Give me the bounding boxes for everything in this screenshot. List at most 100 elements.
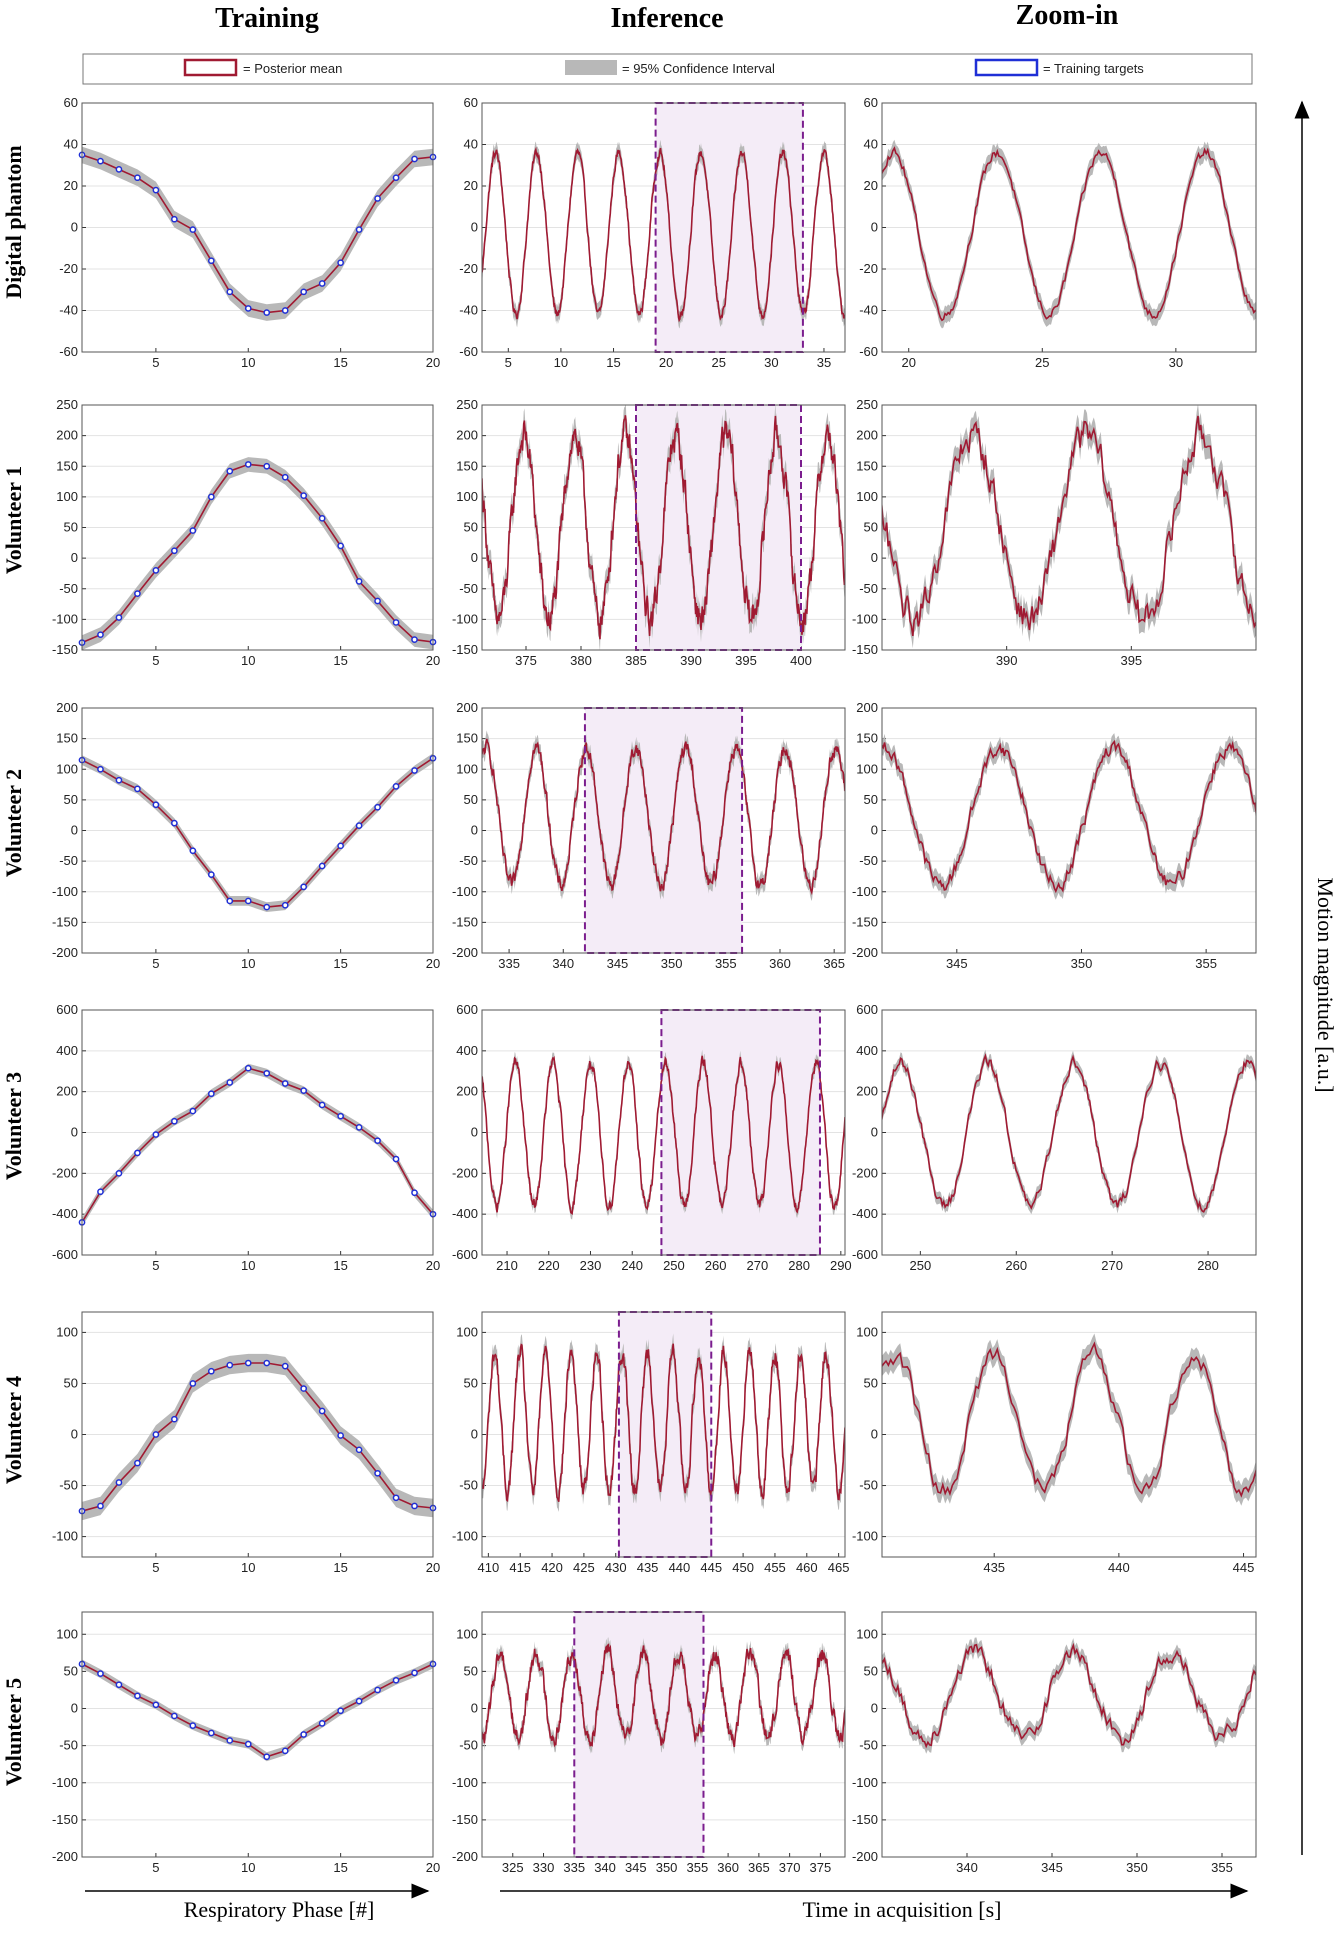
y-tick-label: 40 [864, 137, 878, 152]
panel-inference-2: -200 -150 -100 -50 0 50 100 150 200 335 340 345 350 3… [452, 700, 846, 971]
training-target-point [411, 767, 418, 774]
panel-training-0: -60 -40 -20 0 20 40 60 5 10 15 20 [59, 95, 440, 370]
x-tick-label: 20 [426, 956, 440, 971]
training-target-point [226, 288, 234, 296]
x-tick-label: 20 [426, 1560, 440, 1575]
y-tick-label: 20 [864, 178, 878, 193]
y-tick-label: 20 [64, 178, 78, 193]
zoom-posterior-mean-line [882, 146, 1256, 322]
column-title-training: Training [215, 3, 319, 34]
training-target-point [207, 1367, 215, 1375]
panel-training-1: -150 -100 -50 0 50 100 150 200 250 5 10 15 20 [52, 397, 440, 668]
row-label-volunteer-1: Volunteer 1 [1, 466, 26, 574]
training-target-point [152, 186, 160, 194]
training-target-point [318, 1101, 326, 1109]
y-tick-label: 60 [864, 95, 878, 110]
training-confidence-band [82, 1353, 433, 1521]
training-target-point [134, 1149, 141, 1157]
x-tick-label: 425 [573, 1560, 595, 1575]
y-tick-label: -600 [452, 1247, 478, 1262]
training-target-point [355, 822, 363, 829]
y-tick-label: 50 [64, 1663, 78, 1678]
training-target-point [244, 1359, 252, 1367]
y-tick-label: 250 [456, 397, 478, 412]
y-tick-label: -150 [452, 914, 478, 929]
training-target-point [318, 514, 326, 522]
x-tick-label: 10 [241, 1560, 255, 1575]
training-target-point [300, 1087, 308, 1094]
training-target-point [281, 1747, 289, 1755]
y-tick-label: 0 [871, 1125, 878, 1140]
training-posterior-mean-line [82, 463, 433, 644]
x-tick-label: 350 [1071, 956, 1093, 971]
panel-zoom-2: -200 -150 -100 -50 0 50 100 150 200 345 350 355 [852, 700, 1257, 971]
x-tick-label: 345 [607, 956, 629, 971]
plot-frame [881, 102, 1257, 353]
y-tick-label: -50 [459, 1478, 478, 1493]
training-target-point [281, 473, 289, 481]
training-target-point [207, 1090, 215, 1098]
plot-frame [881, 1009, 1257, 1256]
y-tick-label: 50 [864, 1375, 878, 1390]
training-target-point [134, 785, 141, 793]
y-tick-label: 150 [456, 458, 478, 473]
training-target-point [263, 903, 271, 911]
plot-frame [481, 1311, 846, 1558]
zoom-posterior-mean-line [882, 1053, 1256, 1213]
y-tick-label: 150 [856, 458, 878, 473]
y-tick-label: -50 [859, 1738, 878, 1753]
x-tick-label: 330 [533, 1860, 555, 1875]
x-tick-label: 390 [680, 653, 702, 668]
y-tick-label: 0 [71, 823, 78, 838]
y-tick-label: -200 [52, 1849, 78, 1864]
x-tick-label: 20 [901, 355, 915, 370]
y-tick-label: 50 [464, 1663, 478, 1678]
x-tick-label: 5 [152, 1258, 159, 1273]
x-tick-label: 325 [502, 1860, 524, 1875]
y-tick-label: -150 [852, 642, 878, 657]
plot-frame [481, 102, 846, 353]
y-tick-label: 100 [856, 489, 878, 504]
training-target-point [374, 1137, 381, 1145]
x-tick-label: 440 [1108, 1560, 1130, 1575]
y-tick-label: -50 [859, 581, 878, 596]
x-tick-label: 210 [496, 1258, 518, 1273]
y-tick-label: -400 [852, 1206, 878, 1221]
y-tick-label: 200 [856, 700, 878, 715]
y-tick-label: -150 [452, 642, 478, 657]
x-tick-label: 25 [1035, 355, 1049, 370]
x-tick-label: 20 [426, 355, 440, 370]
panel-inference-1: -150 -100 -50 0 50 100 150 200 250 375 380 385 390 39… [452, 397, 846, 668]
plot-frame [881, 1611, 1257, 1858]
training-target-point [207, 493, 215, 501]
y-tick-label: 200 [856, 428, 878, 443]
training-target-point [392, 174, 400, 182]
zoom-posterior-mean-line [882, 415, 1256, 637]
panel-zoom-3: -600 -400 -200 0 200 400 600 250 260 270 280 [852, 1002, 1257, 1273]
inference-posterior-mean-line [482, 738, 845, 896]
x-tick-label: 445 [700, 1560, 722, 1575]
y-tick-label: 150 [456, 731, 478, 746]
inference-confidence-band [482, 730, 845, 901]
training-target-point [115, 614, 123, 621]
x-tick-label: 355 [1195, 956, 1217, 971]
training-target-point [115, 1681, 123, 1689]
training-target-point [226, 897, 234, 905]
training-target-point [171, 1712, 178, 1720]
x-tick-label: 10 [241, 653, 255, 668]
x-tick-label: 375 [515, 653, 537, 668]
panel-training-5: -200 -150 -100 -50 0 50 100 5 10 15 20 [52, 1611, 440, 1875]
y-tick-label: -100 [852, 611, 878, 626]
y-tick-label: -150 [452, 1812, 478, 1827]
training-target-point [134, 1692, 141, 1700]
y-tick-label: 100 [856, 761, 878, 776]
training-target-point [207, 1729, 215, 1737]
y-tick-label: -50 [459, 581, 478, 596]
x-tick-label: 20 [659, 355, 673, 370]
y-tick-label: 0 [471, 1701, 478, 1716]
y-tick-label: -150 [52, 914, 78, 929]
y-tick-label: 400 [456, 1043, 478, 1058]
inference-posterior-mean-line [482, 415, 845, 640]
y-tick-label: -50 [459, 853, 478, 868]
